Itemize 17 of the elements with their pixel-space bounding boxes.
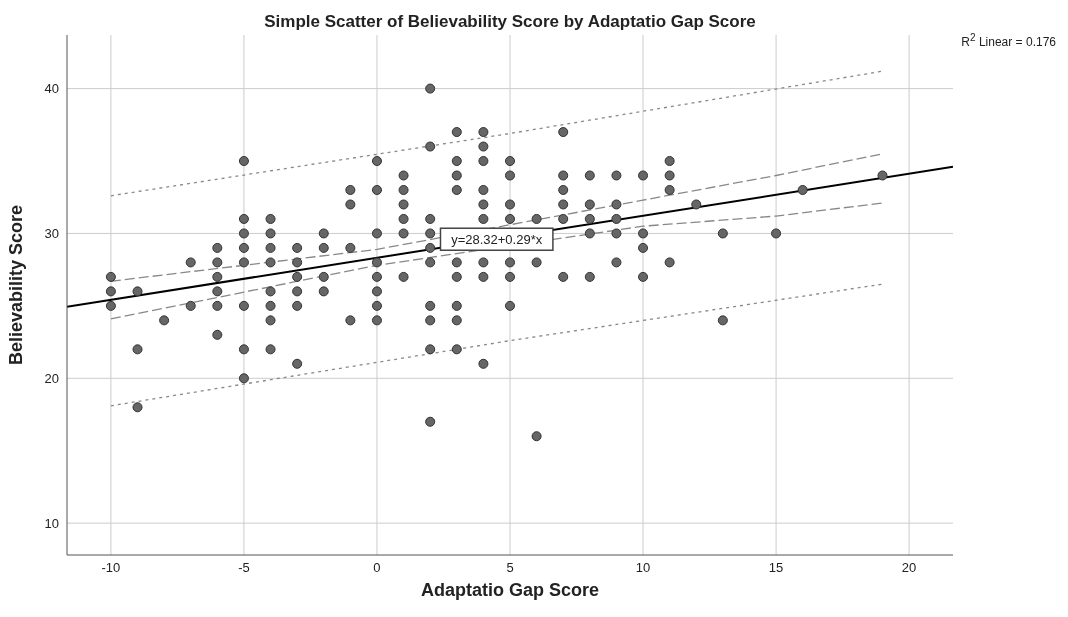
x-axis-title: Adaptatio Gap Score [420,580,600,601]
x-tick-label: 0 [373,560,381,576]
y-tick-label: 40 [44,81,59,97]
annotation: y=28.32+0.29*x [451,232,543,248]
x-tick-label: 5 [506,560,514,576]
line-series [110,202,884,320]
x-tick-label: 20 [901,560,917,576]
chart-title: Simple Scatter of Believability Score by Adaptatio Gap Score [263,12,757,32]
x-tick-label: -10 [101,560,121,576]
y-tick-label: 10 [44,515,59,531]
y-tick-label: 20 [44,370,59,386]
y-axis-title: Believability Score [6,204,27,365]
x-tick-label: 10 [635,560,651,576]
x-tick-label: -5 [238,560,250,576]
x-tick-label: 15 [768,560,784,576]
text: R$^{2}$ Linear = 0.176 [961,32,1056,49]
y-tick-label: 30 [44,226,59,242]
